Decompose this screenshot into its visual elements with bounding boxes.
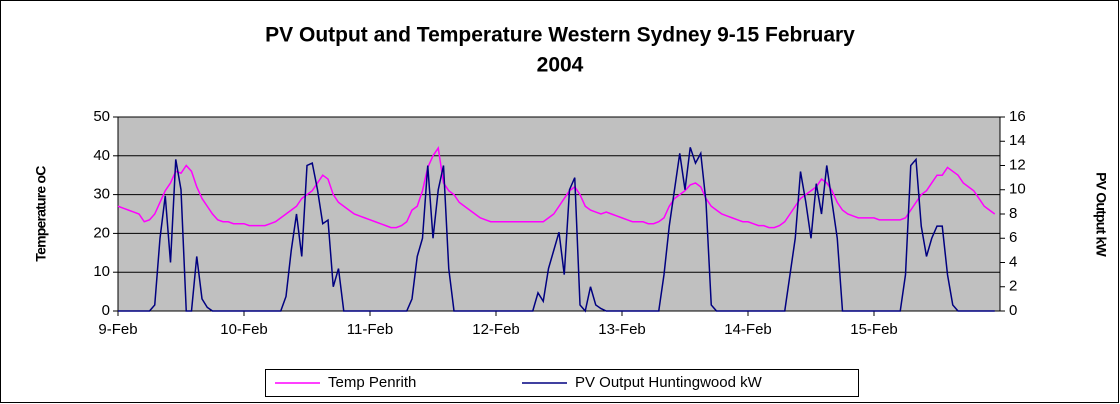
line-series — [118, 147, 995, 313]
x-tick-label: 10-Feb — [220, 321, 268, 338]
y2-tick-label: 0 — [1009, 302, 1017, 319]
line-series — [117, 146, 996, 229]
y-tick-label: 20 — [93, 224, 110, 241]
x-tick-label: 9-Feb — [98, 321, 137, 338]
legend-label: Temp Penrith — [328, 374, 416, 391]
plot-border — [117, 116, 1001, 312]
chart-title: PV Output and Temperature Western Sydney… — [265, 24, 855, 47]
y2-tick-label: 4 — [1009, 253, 1017, 270]
y-axis-label: Temperature oC — [33, 166, 49, 262]
y2-tick-label: 8 — [1009, 205, 1017, 222]
legend-label: PV Output Huntingwood kW — [575, 374, 763, 391]
y2-tick-label: 14 — [1009, 132, 1026, 149]
x-tick-label: 15-Feb — [850, 321, 898, 338]
x-tick-label: 11-Feb — [347, 321, 393, 338]
y-tick-label: 40 — [93, 147, 110, 164]
chart-title-line2: 2004 — [537, 54, 584, 77]
y-tick-label: 50 — [93, 108, 110, 125]
plot-area — [118, 117, 1000, 311]
y2-tick-label: 6 — [1009, 229, 1017, 246]
y2-axis-label: PV Output kW — [1093, 172, 1109, 257]
y-tick-label: 0 — [102, 302, 110, 319]
x-tick-label: 12-Feb — [472, 321, 520, 338]
y2-tick-label: 16 — [1009, 108, 1026, 125]
y2-tick-label: 10 — [1009, 181, 1026, 198]
x-tick-label: 14-Feb — [724, 321, 772, 338]
y-tick-label: 30 — [93, 186, 110, 203]
y2-tick-label: 12 — [1009, 156, 1026, 173]
y2-tick-label: 2 — [1009, 278, 1017, 295]
x-tick-label: 13-Feb — [598, 321, 646, 338]
y-tick-label: 10 — [93, 263, 110, 280]
